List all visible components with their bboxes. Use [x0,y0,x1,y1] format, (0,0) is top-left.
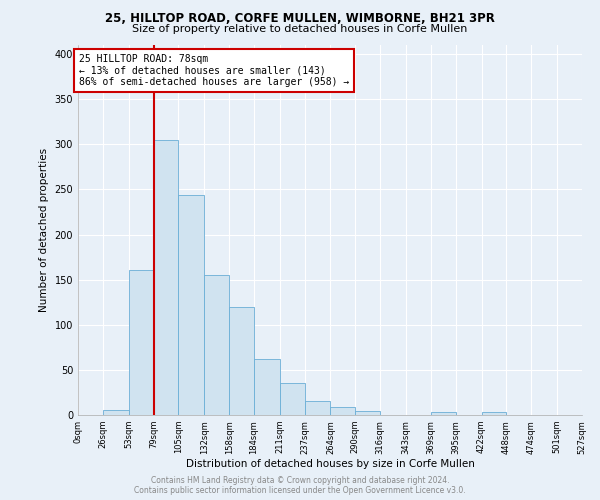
Bar [482,412,506,415]
Text: Contains HM Land Registry data © Crown copyright and database right 2024.
Contai: Contains HM Land Registry data © Crown c… [134,476,466,495]
Bar [154,140,178,415]
X-axis label: Distribution of detached houses by size in Corfe Mullen: Distribution of detached houses by size … [185,460,475,469]
Bar [355,412,380,415]
Text: 25 HILLTOP ROAD: 78sqm
← 13% of detached houses are smaller (143)
86% of semi-de: 25 HILLTOP ROAD: 78sqm ← 13% of detached… [79,54,349,87]
Bar [229,306,254,415]
Bar [431,412,456,415]
Bar [128,270,154,415]
Bar [280,384,305,415]
Bar [103,410,128,415]
Y-axis label: Number of detached properties: Number of detached properties [39,148,49,312]
Bar [331,407,355,415]
Bar [178,195,204,415]
Bar [204,275,229,415]
Text: Size of property relative to detached houses in Corfe Mullen: Size of property relative to detached ho… [133,24,467,34]
Bar [254,359,280,415]
Bar [305,402,331,415]
Text: 25, HILLTOP ROAD, CORFE MULLEN, WIMBORNE, BH21 3PR: 25, HILLTOP ROAD, CORFE MULLEN, WIMBORNE… [105,12,495,26]
